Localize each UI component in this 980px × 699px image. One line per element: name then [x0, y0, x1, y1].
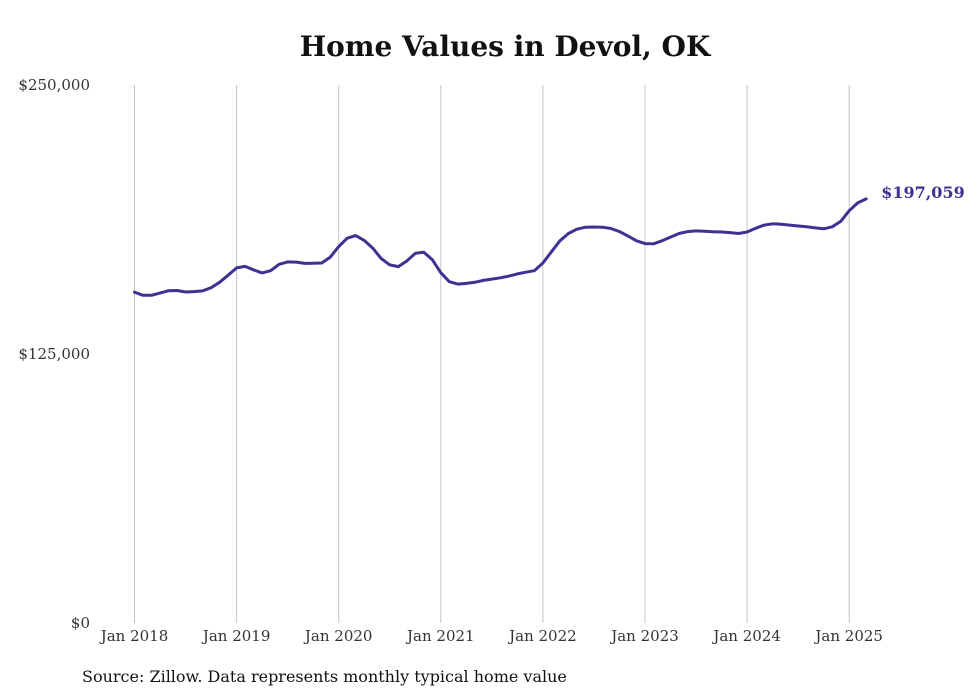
x-tick-label: Jan 2024: [711, 627, 781, 645]
y-tick-label: $125,000: [18, 345, 90, 363]
gridlines: [134, 85, 850, 623]
y-tick-label: $0: [71, 614, 90, 632]
x-tick-label: Jan 2019: [201, 627, 271, 645]
x-tick-label: Jan 2020: [303, 627, 373, 645]
x-tick-label: Jan 2025: [813, 627, 883, 645]
series-layer: [133, 197, 868, 297]
y-tick-label: $250,000: [18, 76, 90, 94]
y-axis-ticks: $0 $125,000 $250,000: [18, 76, 90, 632]
x-axis-ticks: Jan 2018 Jan 2019 Jan 2020 Jan 2021 Jan 2022…: [99, 627, 883, 645]
x-tick-label: Jan 2021: [405, 627, 475, 645]
series-line: [133, 197, 868, 297]
end-value-label: $197,059: [881, 183, 965, 202]
x-tick-label: Jan 2018: [99, 627, 169, 645]
source-note: Source: Zillow. Data represents monthly …: [82, 667, 567, 686]
x-tick-label: Jan 2023: [609, 627, 679, 645]
chart-title: Home Values in Devol, OK: [299, 30, 711, 63]
x-tick-label: Jan 2022: [507, 627, 577, 645]
